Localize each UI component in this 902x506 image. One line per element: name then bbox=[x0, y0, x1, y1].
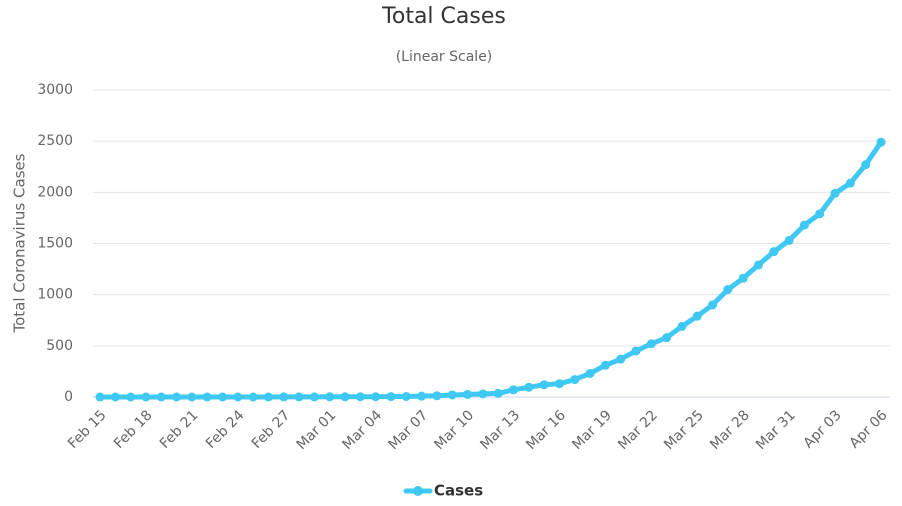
point bbox=[692, 311, 702, 321]
point bbox=[524, 382, 534, 392]
y-tick-label: 2500 bbox=[37, 133, 73, 149]
point bbox=[784, 235, 794, 245]
point bbox=[493, 388, 503, 398]
point bbox=[723, 285, 733, 295]
point bbox=[585, 368, 595, 378]
x-tick-label: Mar 16 bbox=[523, 407, 569, 453]
line bbox=[97, 139, 884, 400]
x-tick-label: Mar 28 bbox=[707, 407, 753, 453]
point bbox=[325, 392, 335, 402]
point bbox=[417, 391, 427, 401]
legend-label: Cases bbox=[434, 482, 483, 500]
point bbox=[371, 392, 381, 402]
point bbox=[141, 392, 151, 402]
point bbox=[110, 392, 120, 402]
point bbox=[218, 392, 228, 402]
point bbox=[738, 273, 748, 283]
y-tick-label: 3000 bbox=[37, 82, 73, 98]
point bbox=[616, 354, 626, 364]
x-tick-label: Mar 19 bbox=[569, 407, 615, 453]
point bbox=[279, 392, 289, 402]
point bbox=[677, 321, 687, 331]
x-tick-label: Mar 10 bbox=[431, 407, 477, 453]
point bbox=[753, 260, 763, 270]
x-tick-label: Mar 25 bbox=[661, 407, 707, 453]
point bbox=[263, 392, 273, 402]
point bbox=[861, 160, 871, 170]
point bbox=[769, 247, 779, 257]
point bbox=[539, 380, 549, 390]
y-tick-label: 1500 bbox=[37, 236, 73, 252]
point bbox=[95, 392, 105, 402]
point bbox=[340, 392, 350, 402]
point bbox=[294, 392, 304, 402]
point bbox=[600, 360, 610, 370]
y-tick-label: 500 bbox=[46, 338, 73, 354]
point bbox=[187, 392, 197, 402]
point bbox=[355, 392, 365, 402]
x-tick-label: Mar 22 bbox=[615, 407, 661, 453]
point bbox=[646, 339, 656, 349]
point bbox=[830, 188, 840, 198]
x-tick-label: Mar 01 bbox=[294, 407, 340, 453]
point bbox=[401, 391, 411, 401]
point bbox=[876, 137, 886, 147]
point bbox=[570, 375, 580, 385]
point bbox=[126, 392, 136, 402]
point bbox=[386, 392, 396, 402]
point bbox=[845, 178, 855, 188]
point bbox=[447, 390, 457, 400]
point bbox=[248, 392, 258, 402]
x-tick-label: Mar 13 bbox=[477, 407, 523, 453]
chart-title: Total Cases bbox=[381, 4, 506, 29]
point bbox=[478, 389, 488, 399]
x-tick-label: Feb 27 bbox=[249, 407, 294, 452]
y-tick-label: 1000 bbox=[37, 287, 73, 303]
point bbox=[815, 209, 825, 219]
point bbox=[463, 389, 473, 399]
point bbox=[631, 346, 641, 356]
legend-marker bbox=[413, 486, 423, 496]
point bbox=[233, 392, 243, 402]
x-tick-label: Feb 18 bbox=[111, 407, 156, 452]
point bbox=[554, 379, 564, 389]
point bbox=[156, 392, 166, 402]
x-tick-label: Feb 24 bbox=[203, 407, 248, 452]
x-tick-label: Feb 15 bbox=[65, 407, 110, 452]
point bbox=[662, 333, 672, 343]
x-tick-label: Apr 03 bbox=[801, 407, 845, 451]
x-tick-label: Apr 06 bbox=[846, 407, 890, 451]
chart-subtitle: (Linear Scale) bbox=[396, 49, 493, 65]
y-axis-label: Total Coronavirus Cases bbox=[11, 153, 29, 333]
x-tick-label: Feb 21 bbox=[157, 407, 202, 452]
point bbox=[508, 385, 518, 395]
x-tick-label: Mar 04 bbox=[340, 407, 386, 453]
y-tick-label: 2000 bbox=[37, 184, 73, 200]
x-tick-label: Mar 31 bbox=[753, 407, 799, 453]
point bbox=[309, 392, 319, 402]
point bbox=[432, 391, 442, 401]
y-tick-label: 0 bbox=[64, 389, 73, 405]
point bbox=[202, 392, 212, 402]
point bbox=[172, 392, 182, 402]
point bbox=[708, 300, 718, 310]
point bbox=[799, 220, 809, 230]
x-tick-label: Mar 07 bbox=[386, 407, 432, 453]
